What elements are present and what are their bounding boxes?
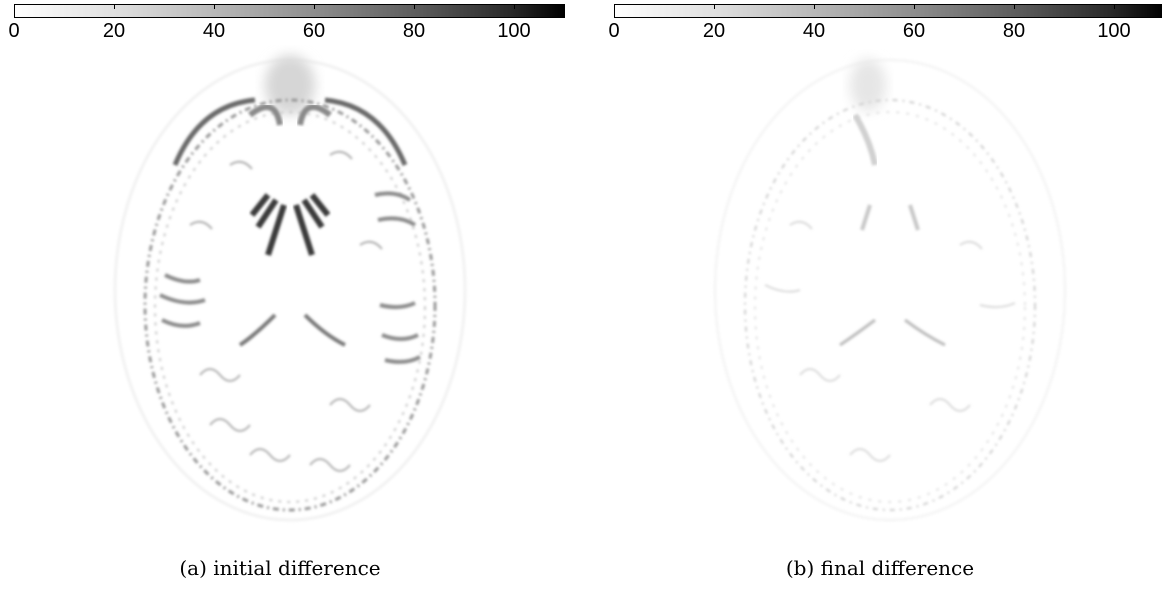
colorbar-tick-label: 60 xyxy=(302,20,326,42)
panel-caption: (b) final difference xyxy=(785,556,975,580)
colorbar-gradient xyxy=(14,4,565,18)
colorbar-tick-label: 100 xyxy=(497,20,531,42)
colorbar-tick-label: 0 xyxy=(608,20,620,42)
brain-difference-image xyxy=(113,55,467,522)
colorbar-gradient xyxy=(614,4,1162,18)
colorbar-tick-label: 0 xyxy=(8,20,20,42)
colorbar-tick-label: 80 xyxy=(402,20,426,42)
colorbar-tick xyxy=(514,4,515,9)
colorbar-tick xyxy=(414,4,415,9)
colorbar-tick-label: 40 xyxy=(802,20,826,42)
colorbar-tick xyxy=(1014,4,1015,9)
colorbar-tick xyxy=(814,4,815,9)
panel-initial-difference: 0 20 40 60 80 100 xyxy=(0,0,565,602)
colorbar-tick xyxy=(714,4,715,9)
colorbar-tick-label: 80 xyxy=(1002,20,1026,42)
colorbar-tick-label: 20 xyxy=(102,20,126,42)
brain-difference-image xyxy=(713,58,1067,522)
colorbar-tick-label: 40 xyxy=(202,20,226,42)
colorbar-tick xyxy=(914,4,915,9)
colorbar-tick xyxy=(314,4,315,9)
colorbar-tick xyxy=(214,4,215,9)
colorbar-tick xyxy=(1114,4,1115,9)
colorbar xyxy=(14,4,565,19)
colorbar-tick-label: 20 xyxy=(702,20,726,42)
panel-caption: (a) initial difference xyxy=(179,556,381,580)
colorbar-tick-label: 60 xyxy=(902,20,926,42)
colorbar-tick-label: 100 xyxy=(1097,20,1131,42)
colorbar xyxy=(614,4,1162,19)
panel-final-difference: 0 20 40 60 80 100 (b) final difference xyxy=(600,0,1162,602)
colorbar-tick xyxy=(114,4,115,9)
